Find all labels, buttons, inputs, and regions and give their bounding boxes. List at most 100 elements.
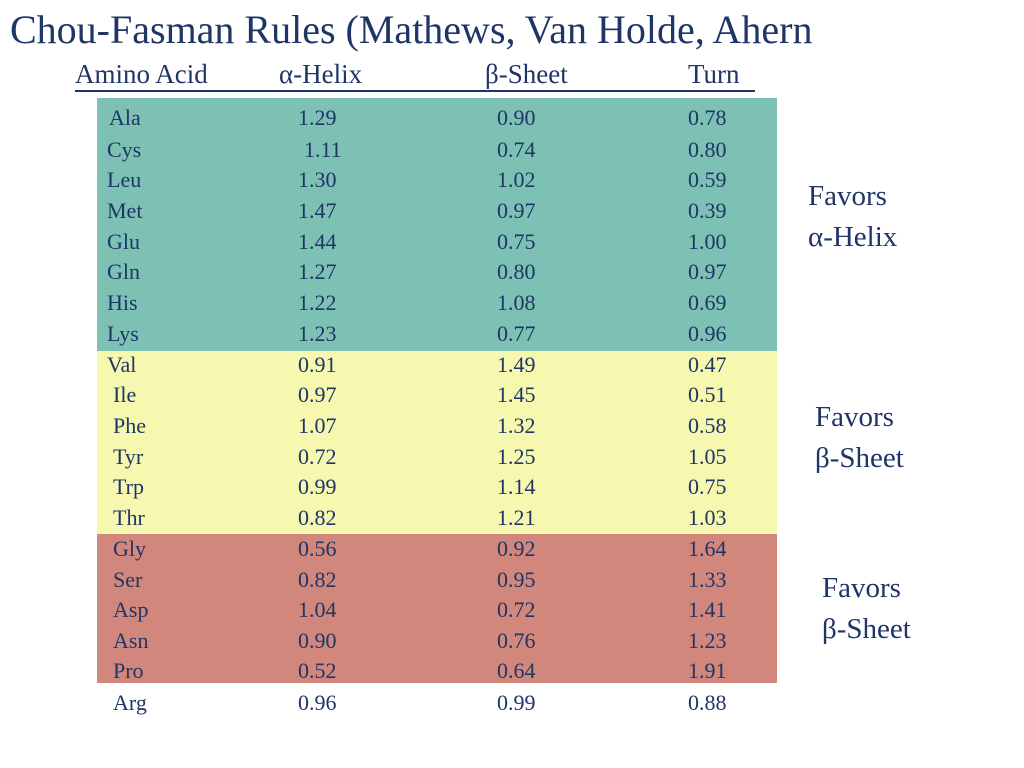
- table-header: Amino Acid α-Helix β-Sheet Turn: [75, 58, 755, 92]
- amino-acid-cell: Gly: [113, 536, 146, 561]
- sheet-value-cell: 0.76: [497, 628, 536, 653]
- helix-value-cell: 1.30: [298, 167, 337, 192]
- helix-value-cell: 1.04: [298, 597, 337, 622]
- helix-value-cell: 0.52: [298, 658, 337, 683]
- sheet-band: [97, 351, 777, 534]
- sheet-value-cell: 1.02: [497, 167, 536, 192]
- helix-value-cell: 1.27: [298, 259, 337, 284]
- amino-acid-cell: Lys: [107, 321, 139, 346]
- sheet-value-cell: 1.49: [497, 352, 536, 377]
- turn-value-cell: 0.96: [688, 321, 727, 346]
- turn-value-cell: 1.41: [688, 597, 727, 622]
- sheet-value-cell: 0.90: [497, 105, 536, 130]
- amino-acid-cell: Val: [107, 352, 137, 377]
- table-row: Gln 1.27 0.80 0.97: [0, 257, 780, 287]
- amino-acid-cell: Trp: [113, 474, 144, 499]
- amino-acid-cell: Arg: [113, 690, 147, 715]
- table-row: Pro 0.52 0.64 1.91: [0, 656, 780, 686]
- sheet-value-cell: 0.74: [497, 137, 536, 162]
- sheet-value-cell: 0.97: [497, 198, 536, 223]
- favors-turn-line2: β-Sheet: [822, 613, 911, 645]
- helix-value-cell: 0.99: [298, 474, 337, 499]
- table-row: His 1.22 1.08 0.69: [0, 288, 780, 318]
- helix-value-cell: 0.90: [298, 628, 337, 653]
- amino-acid-cell: His: [107, 290, 138, 315]
- table-row: Gly 0.56 0.92 1.64: [0, 534, 780, 564]
- favors-sheet-label: Favors β-Sheet: [815, 397, 904, 479]
- helix-value-cell: 0.91: [298, 352, 337, 377]
- helix-value-cell: 1.47: [298, 198, 337, 223]
- turn-value-cell: 1.64: [688, 536, 727, 561]
- turn-value-cell: 0.78: [688, 105, 727, 130]
- sheet-value-cell: 1.45: [497, 382, 536, 407]
- helix-value-cell: 1.22: [298, 290, 337, 315]
- table-row: Asp 1.04 0.72 1.41: [0, 595, 780, 625]
- helix-value-cell: 0.96: [298, 690, 337, 715]
- turn-value-cell: 0.51: [688, 382, 727, 407]
- favors-helix-label: Favors α-Helix: [808, 176, 897, 258]
- amino-acid-cell: Ala: [109, 105, 141, 130]
- amino-acid-cell: Asn: [113, 628, 149, 653]
- table-row: Trp 0.99 1.14 0.75: [0, 472, 780, 502]
- table-row: Phe 1.07 1.32 0.58: [0, 411, 780, 441]
- sheet-value-cell: 0.72: [497, 597, 536, 622]
- turn-value-cell: 1.91: [688, 658, 727, 683]
- favors-helix-line2: α-Helix: [808, 221, 898, 253]
- helix-value-cell: 0.72: [298, 444, 337, 469]
- helix-value-cell: 0.56: [298, 536, 337, 561]
- turn-value-cell: 0.39: [688, 198, 727, 223]
- turn-value-cell: 1.05: [688, 444, 727, 469]
- table-row: Arg 0.96 0.99 0.88: [0, 688, 780, 718]
- table-row: Met 1.47 0.97 0.39: [0, 196, 780, 226]
- favors-turn-line1: Favors: [822, 572, 901, 604]
- turn-value-cell: 0.88: [688, 690, 727, 715]
- amino-acid-cell: Glu: [107, 229, 140, 254]
- sheet-value-cell: 0.64: [497, 658, 536, 683]
- sheet-value-cell: 1.32: [497, 413, 536, 438]
- turn-value-cell: 0.58: [688, 413, 727, 438]
- slide-title: Chou-Fasman Rules (Mathews, Van Holde, A…: [10, 7, 813, 52]
- amino-acid-cell: Asp: [113, 597, 149, 622]
- turn-value-cell: 1.33: [688, 567, 727, 592]
- favors-turn-label: Favors β-Sheet: [822, 568, 911, 650]
- sheet-value-cell: 1.08: [497, 290, 536, 315]
- turn-value-cell: 0.97: [688, 259, 727, 284]
- table-row: Tyr 0.72 1.25 1.05: [0, 442, 780, 472]
- header-amino-acid: Amino Acid: [75, 59, 208, 89]
- sheet-value-cell: 1.21: [497, 505, 536, 530]
- sheet-value-cell: 0.95: [497, 567, 536, 592]
- turn-value-cell: 1.00: [688, 229, 727, 254]
- favors-sheet-line2: β-Sheet: [815, 442, 904, 474]
- header-sheet: β-Sheet: [485, 59, 568, 89]
- amino-acid-cell: Ile: [113, 382, 137, 407]
- helix-value-cell: 1.07: [298, 413, 337, 438]
- favors-helix-line1: Favors: [808, 180, 887, 212]
- amino-acid-cell: Leu: [107, 167, 142, 192]
- turn-value-cell: 0.80: [688, 137, 727, 162]
- helix-value-cell: 0.82: [298, 567, 337, 592]
- amino-acid-cell: Thr: [113, 505, 145, 530]
- amino-acid-cell: Gln: [107, 259, 140, 284]
- amino-acid-cell: Ser: [113, 567, 143, 592]
- turn-value-cell: 1.23: [688, 628, 727, 653]
- table-row: Thr 0.82 1.21 1.03: [0, 503, 780, 533]
- amino-acid-cell: Tyr: [113, 444, 144, 469]
- helix-value-cell: 1.29: [298, 105, 337, 130]
- sheet-value-cell: 0.75: [497, 229, 536, 254]
- sheet-value-cell: 0.80: [497, 259, 536, 284]
- sheet-value-cell: 0.99: [497, 690, 536, 715]
- amino-acid-cell: Met: [107, 198, 143, 223]
- table-row: Ile 0.97 1.45 0.51: [0, 380, 780, 410]
- helix-value-cell: 1.44: [298, 229, 337, 254]
- favors-sheet-line1: Favors: [815, 401, 894, 433]
- header-helix: α-Helix: [279, 59, 363, 89]
- sheet-value-cell: 1.25: [497, 444, 536, 469]
- helix-band: [97, 98, 777, 351]
- table-row: Cys 1.11 0.74 0.80: [0, 135, 780, 165]
- table-row: Glu 1.44 0.75 1.00: [0, 227, 780, 257]
- table-row: Ala 1.29 0.90 0.78: [0, 103, 780, 133]
- turn-value-cell: 1.03: [688, 505, 727, 530]
- table-row: Val 0.91 1.49 0.47: [0, 350, 780, 380]
- helix-value-cell: 0.97: [298, 382, 337, 407]
- sheet-value-cell: 0.77: [497, 321, 536, 346]
